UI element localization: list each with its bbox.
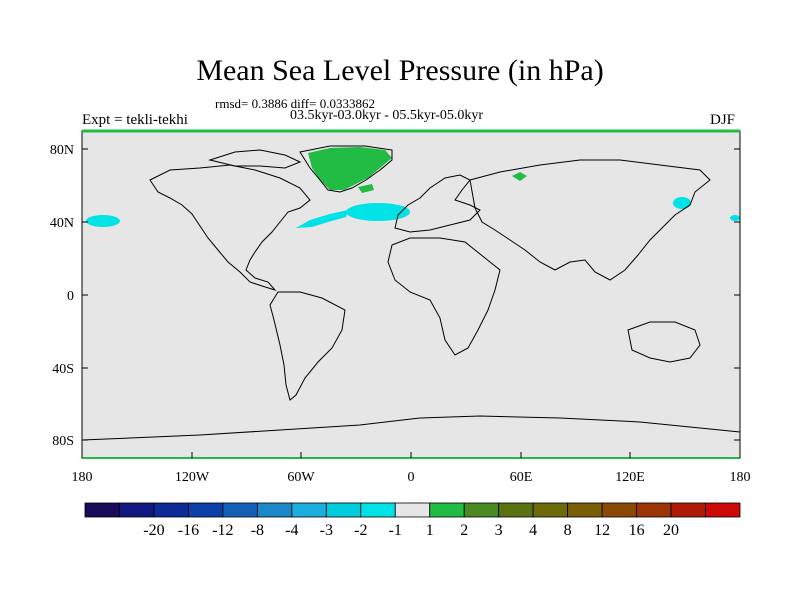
colorbar-swatch [256, 502, 293, 518]
coast-south-america [269, 291, 346, 401]
colorbar-label: -2 [354, 522, 367, 539]
anomaly-north-pacific [86, 215, 120, 227]
colorbar-swatch [601, 502, 637, 518]
anomaly-greenland [308, 147, 392, 190]
colorbar-label: -16 [178, 522, 199, 539]
coast-asia [469, 159, 711, 281]
colorbar-label: -12 [212, 522, 233, 539]
colorbar-swatch [291, 502, 327, 518]
anomaly-pacific-east-edge [730, 215, 740, 221]
colorbar-label: -3 [320, 522, 333, 539]
anomaly-north-atlantic [346, 203, 410, 221]
colorbar-swatch [705, 502, 741, 518]
colorbar-label: 8 [564, 522, 572, 539]
lon-label-60w: 60W [287, 470, 315, 485]
lon-label-60e: 60E [510, 470, 533, 485]
colorbar-label: -8 [251, 522, 264, 539]
period-line: 03.5kyr-03.0kyr - 05.5kyr-05.0kyr [290, 108, 484, 123]
colorbar-label: 1 [426, 522, 434, 539]
coast-africa [387, 237, 501, 356]
colorbar-swatch [325, 502, 362, 518]
colorbar-swatch [222, 502, 258, 518]
colorbar-swatch [188, 502, 224, 518]
anomaly-greenland-east [358, 184, 374, 193]
lon-axis [81, 452, 741, 458]
colorbar-swatch [429, 502, 465, 518]
colorbar-swatch [119, 502, 155, 518]
anomaly-barents [512, 172, 527, 181]
coast-europe [394, 174, 481, 233]
lat-label-80s: 80S [52, 434, 74, 449]
experiment-label: Expt = tekli-tekhi [82, 112, 188, 128]
colorbar [84, 502, 741, 518]
anomaly-north-atlantic-tail [296, 210, 348, 228]
anomaly-okhotsk [673, 197, 691, 209]
colorbar-swatch [532, 502, 569, 518]
coast-australia [627, 321, 701, 363]
lat-label-0: 0 [67, 289, 74, 304]
colorbar-swatch [360, 502, 396, 518]
lat-axis [82, 148, 740, 441]
lon-label-180w: 180 [72, 470, 93, 485]
colorbar-label: 20 [663, 522, 679, 539]
stats-line: rmsd= 0.3886 diff= 0.0333862 [215, 96, 375, 111]
lat-label-80n: 80N [50, 143, 74, 158]
colorbar-swatch [567, 502, 603, 518]
coast-north-america [149, 164, 311, 291]
colorbar-swatch [636, 502, 672, 518]
map-title: Mean Sea Level Pressure (in hPa) [196, 54, 604, 87]
colorbar-swatch [153, 502, 189, 518]
colorbar-swatch [670, 502, 706, 518]
map-background [82, 131, 740, 458]
colorbar-swatch [394, 502, 431, 518]
colorbar-label: 3 [495, 522, 503, 539]
colorbar-label: -1 [389, 522, 402, 539]
colorbar-label: 4 [529, 522, 537, 539]
coastlines [81, 145, 741, 441]
colorbar-swatch [463, 502, 500, 518]
coast-antarctica [81, 415, 741, 441]
coast-greenland [299, 145, 393, 193]
lon-label-120w: 120W [175, 470, 210, 485]
lon-label-0: 0 [408, 470, 415, 485]
coast-arctic-islands [208, 149, 302, 169]
lon-label-120e: 120E [615, 470, 645, 485]
colorbar-label: -20 [143, 522, 164, 539]
lat-label-40s: 40S [52, 362, 74, 377]
colorbar-swatch [498, 502, 534, 518]
lon-label-180e: 180 [730, 470, 751, 485]
colorbar-label: 16 [629, 522, 645, 539]
season-label: DJF [710, 112, 736, 128]
colorbar-label: 12 [594, 522, 610, 539]
colorbar-swatch [84, 502, 120, 518]
colorbar-label: -4 [285, 522, 298, 539]
lat-label-40n: 40N [50, 216, 74, 231]
colorbar-labels: -20 -16 -12 -8 -4 -3 -2 -1 1 2 3 4 8 12 16 20 [143, 522, 679, 539]
colorbar-label: 2 [460, 522, 468, 539]
anomaly-regions [86, 147, 740, 228]
